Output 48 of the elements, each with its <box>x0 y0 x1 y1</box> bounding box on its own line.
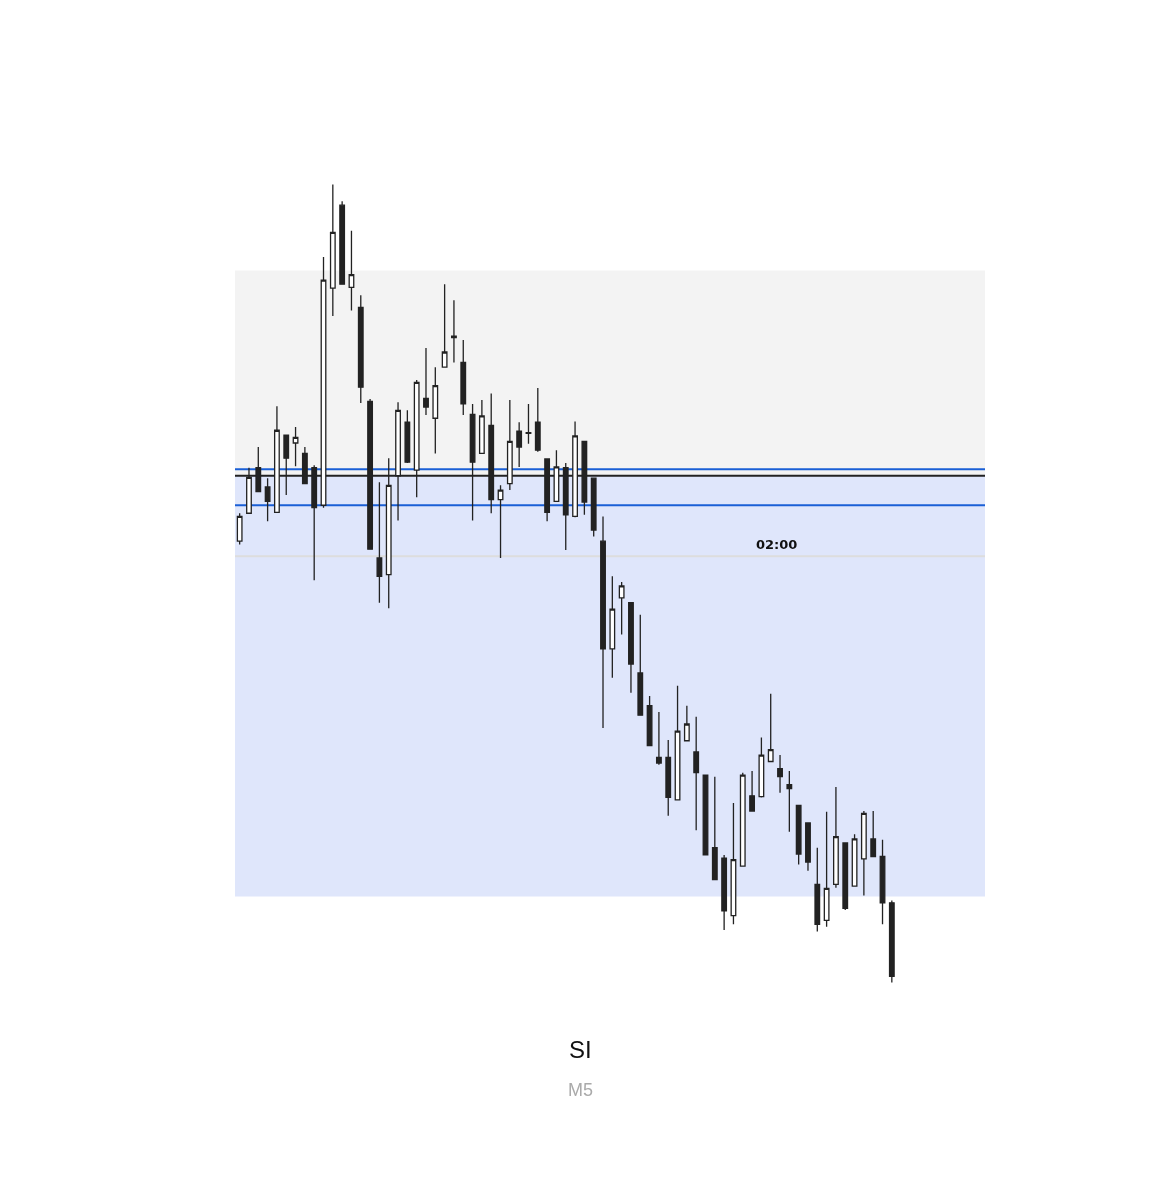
candlestick <box>628 602 634 694</box>
candlestick <box>758 736 765 799</box>
candlestick <box>600 515 606 729</box>
candlestick <box>404 409 411 464</box>
candlestick <box>646 695 653 747</box>
candlestick <box>339 200 346 285</box>
candlestick <box>516 421 523 468</box>
candlestick <box>655 711 662 766</box>
candlestick <box>534 387 541 453</box>
text: M5 <box>568 1080 594 1100</box>
candlestick <box>749 770 756 812</box>
candlestick <box>432 366 439 455</box>
candlestick <box>618 581 625 636</box>
text: SI <box>569 1036 592 1063</box>
candlestick <box>525 403 532 445</box>
candlestick <box>786 770 793 833</box>
candlestick <box>860 810 867 897</box>
candlestick <box>637 613 644 716</box>
candlestick <box>441 283 448 368</box>
candlestick <box>711 776 718 881</box>
candlestick <box>870 810 877 858</box>
candlestick <box>292 426 299 467</box>
candlestick <box>423 347 429 416</box>
candlestick <box>777 754 783 794</box>
candlestick <box>833 786 839 889</box>
candlestick <box>721 854 728 931</box>
candlestick <box>730 802 737 925</box>
annotation: 02:00 <box>756 537 798 552</box>
candlestick <box>609 575 616 679</box>
candlestick <box>683 704 690 742</box>
candlestick <box>665 739 672 817</box>
candlestick <box>814 847 821 933</box>
candlestick <box>795 804 802 866</box>
candlestick <box>451 299 457 364</box>
candlestick <box>376 481 383 604</box>
candlestick <box>497 484 504 559</box>
candlestick <box>693 716 700 831</box>
candlestick <box>805 822 811 872</box>
candlestick <box>460 339 467 416</box>
candlestick <box>739 772 746 867</box>
candlestick <box>357 294 364 404</box>
candlestick <box>823 811 830 928</box>
candlestick <box>851 833 858 887</box>
candlestick <box>888 899 895 984</box>
candlestick <box>842 842 849 911</box>
candlestick <box>236 512 243 546</box>
candlestick <box>478 399 485 455</box>
candlestick <box>767 693 774 763</box>
